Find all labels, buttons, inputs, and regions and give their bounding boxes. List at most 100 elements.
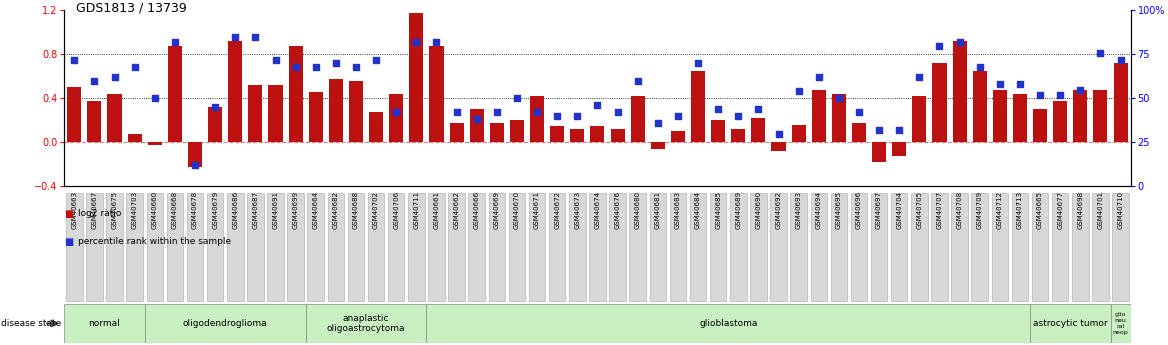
Bar <box>388 193 404 301</box>
Text: GSM40708: GSM40708 <box>957 191 962 229</box>
Text: glioblastoma: glioblastoma <box>698 319 757 328</box>
Text: GSM40702: GSM40702 <box>373 191 380 229</box>
Text: GSM40692: GSM40692 <box>776 191 781 229</box>
Point <box>406 39 425 45</box>
Bar <box>872 142 887 162</box>
Bar <box>973 71 987 142</box>
Bar <box>450 122 464 142</box>
Point <box>528 110 547 115</box>
Bar <box>710 193 726 301</box>
Text: GSM40673: GSM40673 <box>575 191 580 229</box>
Bar <box>711 120 725 142</box>
Text: GSM40699: GSM40699 <box>293 191 299 229</box>
Bar <box>288 46 303 142</box>
Bar <box>651 142 665 149</box>
Point <box>266 57 285 62</box>
Point <box>286 64 305 69</box>
Text: GSM40690: GSM40690 <box>756 191 762 229</box>
Bar <box>772 142 786 151</box>
Point <box>689 60 708 66</box>
Bar <box>972 193 988 301</box>
Point <box>588 102 607 108</box>
Bar <box>1013 94 1027 142</box>
Bar <box>207 193 223 301</box>
Text: GSM40672: GSM40672 <box>554 191 561 229</box>
Bar <box>107 94 121 142</box>
Point <box>971 64 989 69</box>
Text: GSM40679: GSM40679 <box>213 191 218 229</box>
Text: GSM40696: GSM40696 <box>856 191 862 229</box>
Text: GSM40669: GSM40669 <box>494 191 500 229</box>
Bar <box>426 304 1030 343</box>
Bar <box>369 111 383 142</box>
Text: GSM40661: GSM40661 <box>433 191 439 229</box>
Point <box>246 34 265 40</box>
Bar <box>1111 304 1131 343</box>
Bar <box>430 46 444 142</box>
Bar <box>349 81 363 142</box>
Text: GSM40701: GSM40701 <box>1098 191 1104 229</box>
Bar <box>792 125 806 142</box>
Bar <box>631 96 645 142</box>
Point <box>186 162 204 168</box>
Text: log2 ratio: log2 ratio <box>78 209 121 218</box>
Bar <box>489 122 503 142</box>
Bar <box>931 193 947 301</box>
Bar <box>146 193 164 301</box>
Point <box>729 113 748 119</box>
Point <box>809 75 828 80</box>
Bar <box>408 193 425 301</box>
Bar <box>932 63 946 142</box>
Bar <box>669 193 686 301</box>
Text: GSM40674: GSM40674 <box>595 191 600 229</box>
Point <box>327 60 346 66</box>
Bar <box>891 193 908 301</box>
Text: GSM40711: GSM40711 <box>413 191 419 229</box>
Point <box>628 78 647 83</box>
Point <box>1010 81 1029 87</box>
Bar <box>449 193 465 301</box>
Bar <box>510 120 524 142</box>
Text: GSM40698: GSM40698 <box>1077 191 1084 229</box>
Bar <box>670 131 684 142</box>
Bar <box>147 142 162 145</box>
Text: GSM40683: GSM40683 <box>675 191 681 229</box>
Bar <box>228 41 242 142</box>
Point <box>508 96 527 101</box>
Bar <box>348 193 364 301</box>
Point <box>849 110 868 115</box>
Text: GSM40676: GSM40676 <box>614 191 620 229</box>
Text: GSM40685: GSM40685 <box>715 191 721 229</box>
Bar <box>86 193 103 301</box>
Text: ■: ■ <box>64 237 74 246</box>
Point <box>65 57 84 62</box>
Bar <box>530 96 544 142</box>
Text: GSM40710: GSM40710 <box>1118 191 1124 229</box>
Point <box>870 127 889 133</box>
Text: GSM40670: GSM40670 <box>514 191 520 229</box>
Point <box>568 113 586 119</box>
Text: ■: ■ <box>64 209 74 219</box>
Bar <box>167 193 183 301</box>
Point <box>306 64 325 69</box>
Text: GSM40681: GSM40681 <box>655 191 661 229</box>
Bar <box>409 12 423 142</box>
Point <box>709 106 728 112</box>
Point <box>387 110 405 115</box>
Bar <box>832 94 846 142</box>
Bar <box>1093 90 1107 142</box>
Bar <box>912 96 926 142</box>
Text: oligodendroglioma: oligodendroglioma <box>183 319 267 328</box>
Text: anaplastic
oligoastrocytoma: anaplastic oligoastrocytoma <box>327 314 405 333</box>
Point <box>609 110 627 115</box>
Text: GSM40686: GSM40686 <box>232 191 238 229</box>
Bar <box>830 193 847 301</box>
Bar <box>267 193 284 301</box>
Point <box>548 113 566 119</box>
Point <box>790 89 808 94</box>
Point <box>990 81 1009 87</box>
Text: GSM40703: GSM40703 <box>132 191 138 229</box>
Bar <box>871 193 888 301</box>
Bar <box>851 122 865 142</box>
Text: GSM40665: GSM40665 <box>1037 191 1043 229</box>
